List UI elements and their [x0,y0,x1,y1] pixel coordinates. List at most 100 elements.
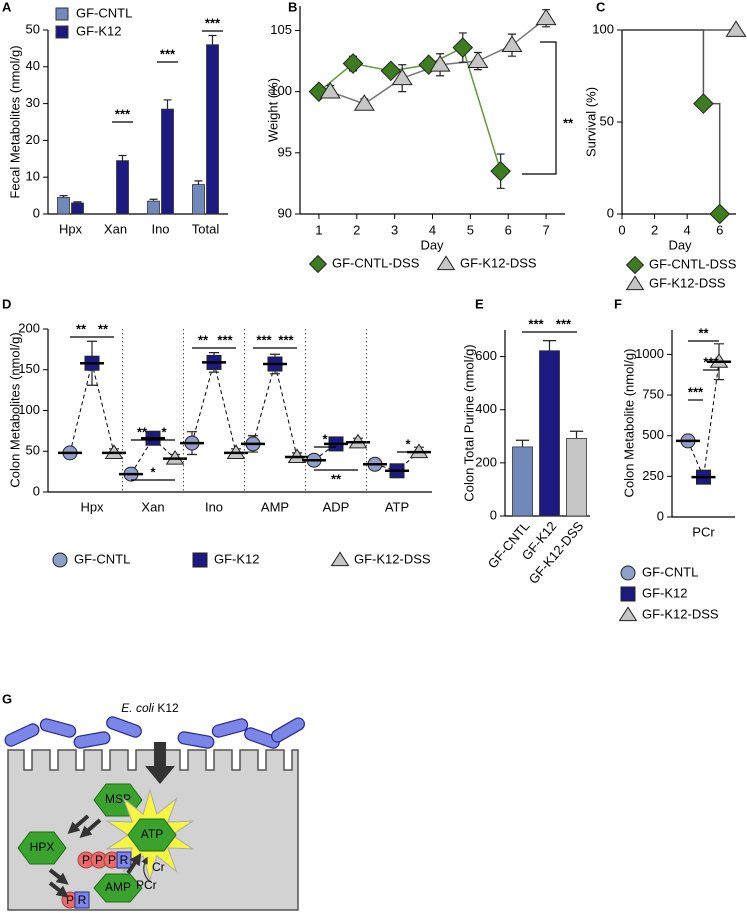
x-tick-label: Xan [141,499,164,514]
y-tick-label: 1000 [635,346,664,361]
significance-label: * [161,424,167,439]
legend-label: GF-CNTL [76,5,132,20]
y-axis-label: Survival (%) [583,87,598,157]
x-tick-label: 1 [315,222,322,237]
x-tick-label: Hpx [80,499,104,514]
bar [539,350,560,517]
y-tick-label: 400 [475,401,497,416]
y-tick-label: 0 [33,205,40,220]
x-tick-label: 2 [353,222,360,237]
y-tick-label: 750 [642,386,664,401]
x-tick-label: 2 [651,222,658,237]
panel-label: F [614,296,622,311]
point [467,51,489,68]
significance-label: *** [205,15,221,30]
significance-label: ** [76,321,87,336]
significance-label: * [322,431,328,446]
node-shape [127,818,177,852]
legend-marker [625,255,645,275]
significance-label: *** [556,316,572,331]
bar [161,108,174,215]
x-tick-label: 6 [716,222,723,237]
significance-bracket [522,41,557,175]
panel-label: E [475,296,484,311]
x-tick-label: Ino [205,499,223,514]
y-tick-label: 600 [475,348,497,363]
x-tick-label: Hpx [59,221,83,236]
bar [71,202,84,215]
significance-label: *** [703,354,719,369]
legend-marker [618,606,638,622]
significance-label: ** [331,471,342,486]
y-tick-label: 105 [270,22,292,37]
y-tick-label: 50 [26,443,40,458]
x-tick-label: Ino [151,221,169,236]
ribose [74,891,90,909]
x-tick-label: 5 [467,222,474,237]
node-label: HPX [30,840,55,854]
group-label: R [120,853,129,867]
significance-label: ** [137,424,148,439]
legend-label: GF-CNTL-DSS [332,255,420,270]
x-tick-label: Xan [104,221,127,236]
y-axis-label: Colon Metabolites (nmol/g) [7,332,22,487]
y-tick-label: 250 [642,468,664,483]
connector [191,362,237,453]
y-tick-label: 50 [600,113,614,128]
y-tick-label: 150 [18,361,40,376]
y-tick-label: 50 [26,21,40,36]
pathway-arrows [48,814,142,898]
diagram-g: G E. coli K12 MSP HPX ATP P P P [2,691,305,911]
significance-label: *** [278,332,294,347]
significance-label: ** [198,332,209,347]
point [693,93,714,114]
strain: K12 [157,701,179,715]
y-tick-label: 90 [278,205,292,220]
significance-label: * [405,436,411,451]
y-axis-label: Colon Metabolite (nmol/g) [621,349,636,498]
bar [116,160,129,215]
point [380,60,402,82]
point [709,203,731,225]
y-tick-label: 200 [475,454,497,469]
y-tick-label: 100 [270,83,292,98]
legend-label: GF-K12-DSS [460,255,537,270]
line [318,46,502,172]
pcr-label: PCr [136,878,157,892]
x-tick-label: 3 [391,222,398,237]
x-tick-label: 4 [429,222,436,237]
y-tick-label: 0 [607,205,614,220]
panel-label: A [2,0,12,14]
legend-label: GF-K12 [76,23,122,38]
bar [57,197,70,215]
significance-label: *** [115,106,131,121]
cr-arrow [141,856,151,883]
x-axis-label: Day [668,237,692,252]
significance-label: *** [688,384,704,399]
significance-label: *** [528,316,544,331]
significance-label: *** [256,332,272,347]
point [501,35,523,53]
point [535,8,557,26]
significance-label: ** [98,321,109,336]
legend-label: GF-K12 [214,551,260,566]
significance-label: * [150,464,156,479]
legend-label: GF-K12 [642,585,688,600]
y-tick-label: 200 [18,320,40,335]
legend-marker [625,275,645,291]
organism: E. coli [121,701,154,715]
bar [512,446,533,517]
legend-marker [620,586,636,602]
x-tick-label: 7 [542,222,549,237]
significance-label: ** [698,325,709,340]
group-label: P [66,893,74,907]
y-tick-label: 0 [490,507,497,522]
amp-groups: P R [61,891,90,909]
point [490,160,511,182]
survival-line [622,29,721,214]
point [319,81,341,99]
y-tick-label: 0 [657,508,664,523]
panel-label: C [596,0,606,14]
node-label: AMP [105,880,131,894]
x-axis-label: Day [420,237,444,252]
